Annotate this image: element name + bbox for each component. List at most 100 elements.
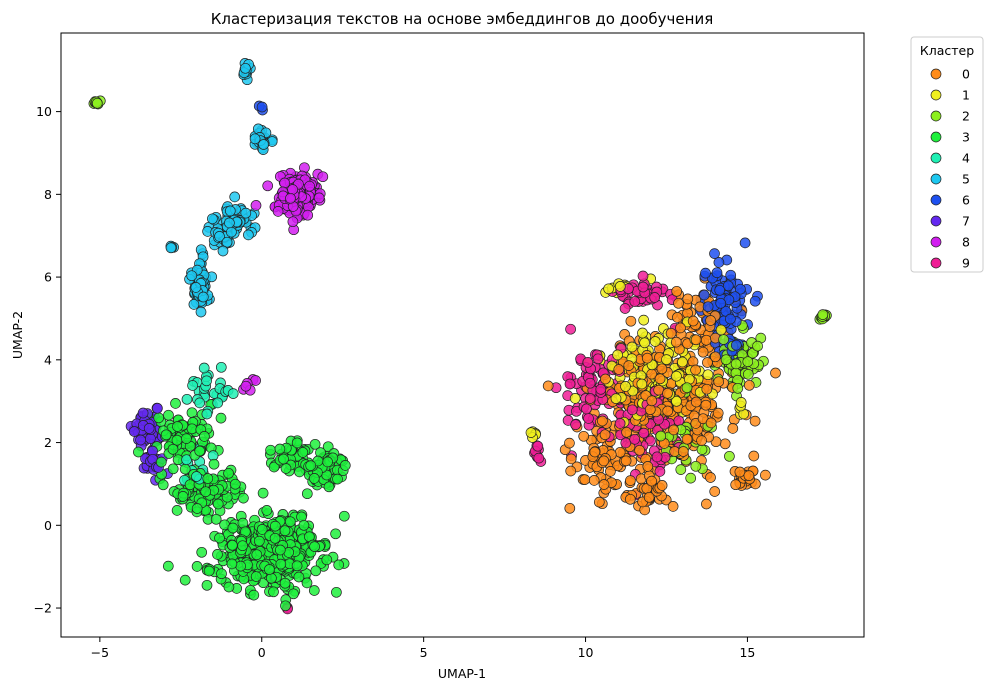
cluster-3-point [331, 586, 342, 598]
cluster-3-point [215, 412, 227, 424]
cluster-4-point [212, 397, 224, 409]
cluster-1-point [620, 381, 631, 392]
cluster-3-point [298, 519, 310, 531]
cluster-3-point [256, 524, 268, 535]
y-tick-label: 4 [44, 352, 52, 367]
x-tick-label: 5 [420, 645, 428, 660]
cluster-3-point [265, 444, 276, 456]
cluster-3-point [330, 528, 341, 540]
cluster-6-point [725, 269, 737, 281]
cluster-4-point [201, 375, 212, 387]
legend-marker-5 [930, 173, 942, 185]
cluster-9-point [595, 383, 607, 395]
cluster-0-point [565, 453, 577, 465]
cluster-6-point [700, 267, 711, 279]
cluster-3-point [212, 549, 223, 560]
cluster-3-point [227, 522, 239, 534]
cluster-6-point [715, 297, 727, 309]
cluster-0-point [662, 405, 674, 417]
cluster-9-point [620, 437, 632, 449]
cluster-1-point [671, 370, 682, 382]
cluster-1-point [603, 283, 614, 295]
cluster-2-point [720, 354, 732, 366]
cluster-0-point [701, 383, 713, 395]
cluster-3-point [196, 546, 208, 558]
cluster-0-point [656, 480, 668, 491]
cluster-4-point [194, 397, 206, 409]
cluster-3-point [153, 412, 165, 424]
cluster-0-point [598, 455, 610, 467]
cluster-0-point [600, 373, 611, 385]
y-tick-label: 6 [44, 270, 52, 285]
cluster-3-point [321, 554, 333, 566]
cluster-2-point [690, 460, 702, 472]
cluster-5-point [240, 62, 251, 74]
cluster-1-point [677, 356, 688, 368]
cluster-0-point [743, 470, 755, 481]
cluster-0-point [709, 486, 721, 497]
cluster-0-point [697, 346, 709, 358]
cluster-0-point [665, 327, 677, 339]
cluster-3-point [133, 446, 144, 458]
cluster-7-point [143, 423, 155, 434]
cluster-3-point [223, 581, 235, 593]
cluster-3-point [257, 487, 269, 499]
cluster-2-point [732, 382, 744, 394]
cluster-0-point [634, 444, 645, 456]
cluster-3-point [301, 577, 313, 589]
y-tick-label: 10 [36, 104, 52, 119]
cluster-0-point [734, 466, 746, 478]
y-tick-label: 8 [44, 187, 52, 202]
cluster-4-point [198, 362, 210, 374]
cluster-3-point [214, 532, 225, 544]
cluster-0-point [621, 426, 632, 438]
cluster-9-point [626, 404, 638, 416]
x-tick-label: 15 [739, 645, 755, 660]
cluster-2-point [696, 444, 708, 455]
cluster-9-point [638, 427, 650, 439]
cluster-6-point [702, 301, 714, 313]
cluster-1-point [614, 281, 626, 292]
cluster-0-point [719, 438, 731, 450]
cluster-9-point [592, 353, 604, 365]
cluster-5-point [258, 139, 269, 150]
y-tick-label: −2 [34, 601, 52, 616]
cluster-3-point [235, 560, 246, 572]
cluster-0-point [597, 415, 608, 427]
cluster-0-point [743, 379, 755, 391]
cluster-9-point [583, 413, 594, 424]
cluster-8-point [313, 192, 325, 204]
cluster-8-point [250, 200, 262, 211]
cluster-5-point [229, 191, 241, 203]
cluster-0-point [588, 475, 600, 486]
cluster-3-point [275, 558, 287, 570]
cluster-9-point [629, 296, 641, 307]
cluster-5-point [249, 133, 261, 145]
cluster-3-point [171, 434, 183, 446]
cluster-3-point [280, 463, 292, 474]
cluster-3-point [274, 544, 286, 556]
cluster-3-point [338, 510, 350, 522]
cluster-0-point [593, 496, 605, 508]
cluster-3-point [171, 505, 183, 516]
legend-label-8: 8 [962, 235, 970, 250]
cluster-1-point [612, 349, 623, 361]
cluster-5-point [186, 270, 198, 282]
cluster-6-point [714, 284, 726, 296]
cluster-3-point [322, 441, 334, 453]
cluster-3-point [310, 565, 322, 577]
cluster-1-point [715, 324, 727, 336]
cluster-3-point [268, 586, 279, 598]
cluster-0-point [642, 461, 654, 472]
cluster-3-point [323, 481, 335, 493]
cluster-0-point [579, 474, 591, 485]
cluster-3-point [208, 458, 220, 470]
cluster-0-point [770, 367, 781, 379]
cluster-0-point [641, 352, 653, 364]
x-tick-label: 0 [258, 645, 266, 660]
cluster-3-point [291, 560, 303, 572]
cluster-1-point [649, 336, 661, 347]
cluster-6-point [722, 280, 734, 292]
cluster-9-point [565, 323, 576, 335]
